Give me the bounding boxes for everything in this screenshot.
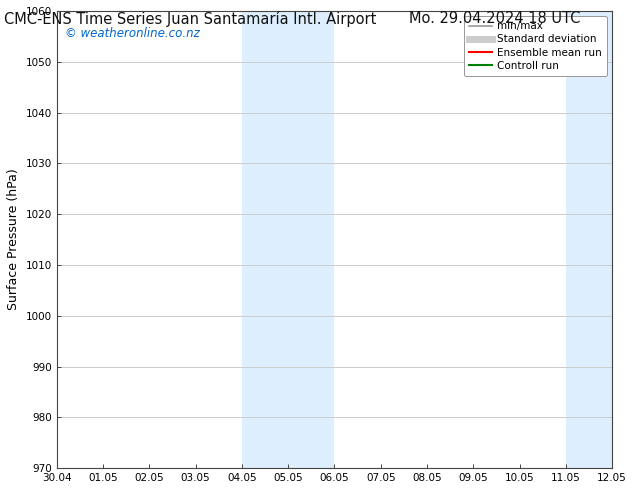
- Bar: [242, 11, 334, 468]
- Text: © weatheronline.co.nz: © weatheronline.co.nz: [65, 27, 200, 40]
- Text: CMC-ENS Time Series Juan Santamaría Intl. Airport: CMC-ENS Time Series Juan Santamaría Intl…: [4, 11, 377, 27]
- Bar: [566, 11, 612, 468]
- Legend: min/max, Standard deviation, Ensemble mean run, Controll run: min/max, Standard deviation, Ensemble me…: [463, 16, 607, 76]
- Y-axis label: Surface Pressure (hPa): Surface Pressure (hPa): [7, 169, 20, 311]
- Text: Mo. 29.04.2024 18 UTC: Mo. 29.04.2024 18 UTC: [409, 11, 580, 26]
